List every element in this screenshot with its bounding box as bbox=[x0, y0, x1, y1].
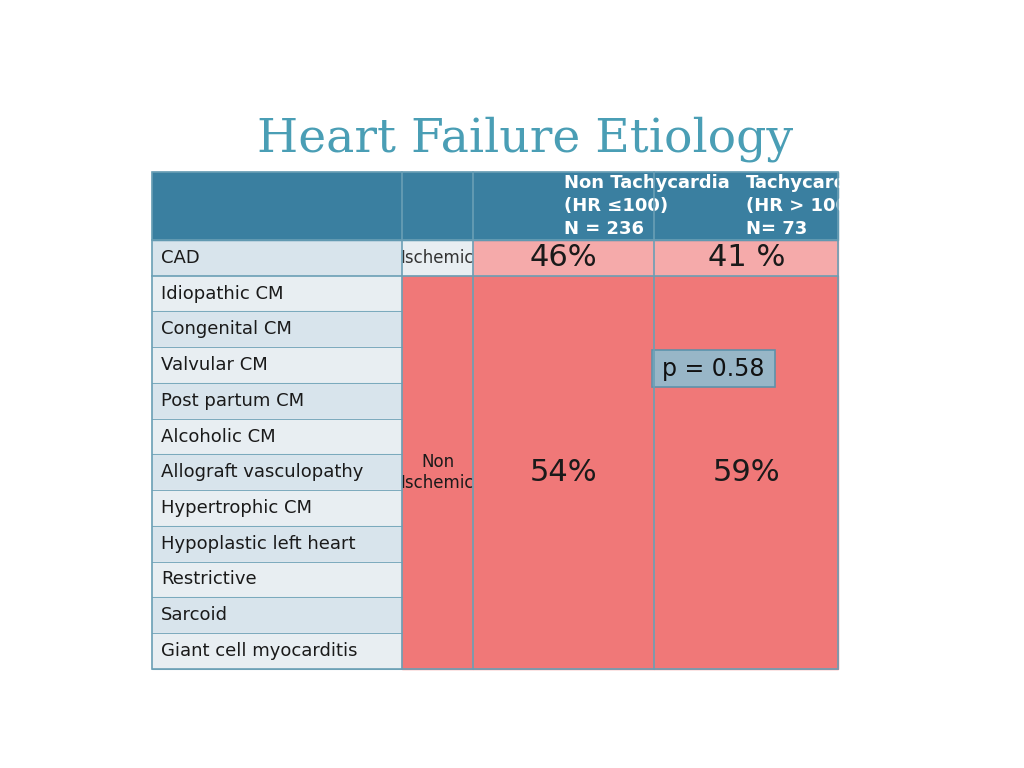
Text: Allograft vasculopathy: Allograft vasculopathy bbox=[162, 463, 364, 482]
Bar bbox=[152, 312, 401, 347]
Text: Hypertrophic CM: Hypertrophic CM bbox=[162, 499, 312, 517]
Text: Ischemic: Ischemic bbox=[400, 249, 474, 266]
Bar bbox=[401, 240, 473, 276]
Text: 41 %: 41 % bbox=[708, 243, 785, 273]
Bar bbox=[401, 276, 473, 669]
Text: Post partum CM: Post partum CM bbox=[162, 392, 304, 410]
Text: Alcoholic CM: Alcoholic CM bbox=[162, 428, 275, 445]
Bar bbox=[152, 561, 401, 598]
Text: Non Tachycardia
(HR ≤100)
N = 236: Non Tachycardia (HR ≤100) N = 236 bbox=[563, 174, 729, 238]
Text: Tachycardia
(HR > 100)
N= 73: Tachycardia (HR > 100) N= 73 bbox=[746, 174, 865, 238]
Text: 54%: 54% bbox=[529, 458, 597, 487]
Text: CAD: CAD bbox=[162, 249, 200, 266]
Text: p = 0.58: p = 0.58 bbox=[662, 356, 764, 381]
Bar bbox=[152, 455, 401, 490]
Text: Congenital CM: Congenital CM bbox=[162, 320, 292, 339]
Bar bbox=[152, 633, 401, 669]
Text: 46%: 46% bbox=[529, 243, 597, 273]
Text: Heart Failure Etiology: Heart Failure Etiology bbox=[257, 116, 793, 161]
Text: 59%: 59% bbox=[713, 458, 780, 487]
FancyBboxPatch shape bbox=[651, 350, 774, 387]
Text: Hypoplastic left heart: Hypoplastic left heart bbox=[162, 535, 355, 553]
Text: Non
Ischemic: Non Ischemic bbox=[400, 453, 474, 492]
Bar bbox=[152, 490, 401, 526]
Text: Valvular CM: Valvular CM bbox=[162, 356, 268, 374]
Bar bbox=[152, 598, 401, 633]
Bar bbox=[152, 383, 401, 419]
Bar bbox=[152, 419, 401, 455]
Text: Restrictive: Restrictive bbox=[162, 571, 257, 588]
Text: Idiopathic CM: Idiopathic CM bbox=[162, 285, 284, 303]
Bar bbox=[654, 240, 839, 276]
Text: Giant cell myocarditis: Giant cell myocarditis bbox=[162, 642, 357, 660]
Bar bbox=[152, 526, 401, 561]
Bar bbox=[152, 276, 401, 312]
Bar bbox=[473, 240, 654, 276]
Text: Sarcoid: Sarcoid bbox=[162, 606, 228, 624]
Bar bbox=[152, 347, 401, 383]
Bar bbox=[152, 240, 401, 276]
